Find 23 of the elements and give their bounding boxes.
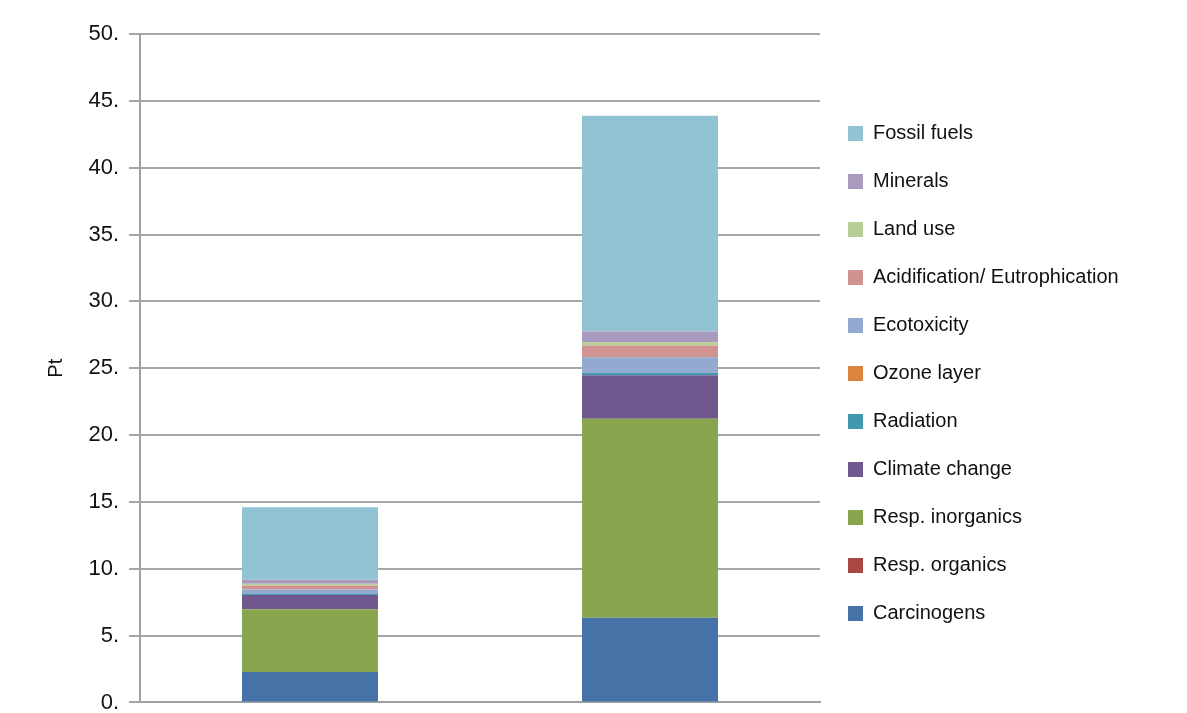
- legend-label: Ozone layer: [873, 361, 982, 384]
- legend-label: Ecotoxicity: [873, 313, 969, 336]
- legend-label: Acidification/ Eutrophication: [873, 265, 1119, 288]
- legend-label: Resp. organics: [873, 553, 1007, 576]
- y-tick-label: 20.: [88, 421, 119, 447]
- legend-label: Minerals: [873, 169, 949, 192]
- y-tick-label: 30.: [88, 287, 119, 313]
- y-axis-title: Pt: [43, 358, 66, 378]
- y-tick-label: 25.: [88, 354, 119, 380]
- y-tick-label: 40.: [88, 153, 119, 179]
- y-tick-label: 45.: [88, 86, 119, 112]
- y-tick-label: 35.: [88, 220, 119, 246]
- y-tick-label: 5.: [100, 621, 119, 647]
- y-tick-label: 10.: [88, 554, 119, 580]
- legend-label: Radiation: [873, 409, 958, 432]
- legend-label: Resp. inorganics: [873, 505, 1022, 528]
- legend-label: Fossil fuels: [873, 121, 974, 144]
- y-tick-label: 15.: [88, 487, 119, 513]
- legend-label: Carcinogens: [873, 601, 986, 624]
- legend-label: Land use: [873, 217, 956, 240]
- legend-label: Climate change: [873, 457, 1012, 480]
- y-tick-label: 50.: [88, 20, 119, 46]
- y-tick-label: 0.: [100, 688, 119, 713]
